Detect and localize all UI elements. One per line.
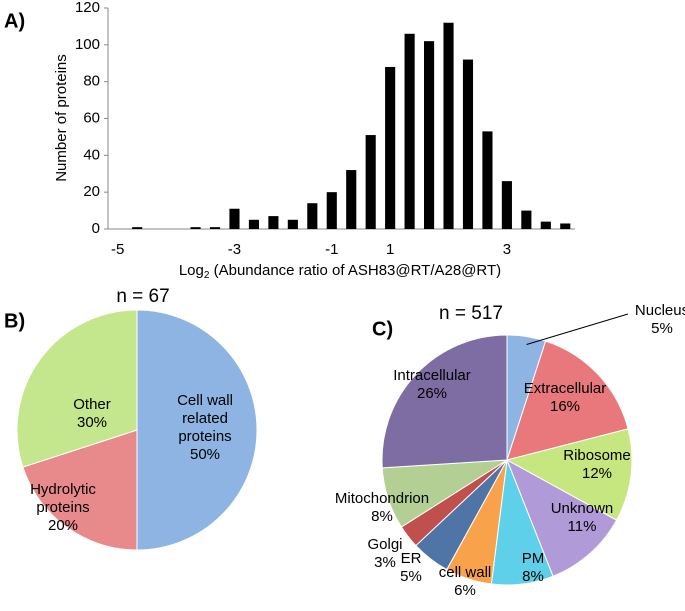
y-tick-label: 0	[92, 220, 100, 237]
bar	[287, 219, 298, 229]
slice-value-label: 20%	[48, 517, 78, 534]
pie-slice	[136, 309, 258, 551]
x-label-part: (Abundance ratio of ASH83@RT/A28@RT)	[209, 262, 501, 279]
bar	[229, 208, 240, 229]
bar	[190, 227, 201, 229]
bar	[424, 41, 435, 230]
panel-label: C)	[372, 318, 393, 340]
pie-slice	[505, 428, 633, 521]
pie-slice	[506, 458, 618, 577]
bar	[346, 170, 357, 229]
bar	[326, 192, 337, 229]
y-tick-label: 60	[83, 109, 100, 126]
x-label-part: Log	[179, 262, 204, 279]
slice-label-line: cell wall	[439, 564, 492, 581]
bar	[501, 181, 512, 229]
x-label-sub: 2	[204, 270, 210, 281]
bar	[443, 22, 454, 229]
bar	[365, 135, 376, 229]
slice-label: Other	[73, 396, 111, 413]
slice-value-label: 12%	[582, 465, 612, 482]
y-axis-label: Number of proteins	[53, 54, 70, 182]
slice-label: Unknown	[551, 500, 614, 517]
pie-slice	[381, 334, 508, 469]
slice-label: Mitochondrion	[335, 490, 429, 507]
slice-label-line: Hydrolytic	[30, 481, 96, 498]
slice-label: PM	[522, 550, 545, 567]
slice-label: Intracellular	[393, 367, 471, 384]
slice-value-label: 5%	[651, 320, 673, 337]
slice-label-line: Golgi	[367, 536, 402, 553]
slice-label-line: Ribosome	[563, 447, 631, 464]
slice-value-label: 11%	[568, 518, 597, 535]
y-tick-label: 120	[75, 0, 100, 16]
slice-value-label: 8%	[371, 508, 393, 525]
slice-label-line: Nucleus	[635, 302, 685, 319]
bar	[385, 66, 396, 229]
slice-value-label: 30%	[77, 414, 107, 431]
bar	[248, 219, 259, 229]
slice-label: Cell wall related proteins	[177, 392, 233, 445]
panel-label: A)	[4, 10, 25, 32]
leader-line	[526, 313, 629, 346]
x-tick-label: -3	[228, 241, 241, 258]
slice-label-line: Mitochondrion	[335, 490, 429, 507]
slice-label: Extracellular	[524, 380, 607, 397]
slice-value-label: 50%	[190, 446, 220, 463]
slice-label-line: PM	[522, 550, 545, 567]
x-tick-label: -5	[111, 241, 124, 258]
bar	[404, 33, 415, 230]
slice-label-line: Extracellular	[524, 380, 607, 397]
slice-label-line: proteins	[36, 499, 89, 516]
slice-label: Hydrolytic proteins	[30, 481, 96, 516]
x-tick-label: 1	[386, 241, 394, 258]
slice-label-line: Intracellular	[393, 367, 471, 384]
slice-label-line: ER	[401, 550, 422, 567]
slice-label: Nucleus	[635, 302, 685, 319]
y-tick-label: 40	[83, 146, 100, 163]
slice-label-line: related	[182, 410, 228, 427]
slice-value-label: 5%	[400, 568, 422, 585]
bar	[540, 221, 551, 229]
pie-title: n = 67	[116, 286, 169, 307]
bar	[307, 203, 318, 229]
y-tick-label: 80	[83, 73, 100, 90]
bar	[521, 210, 532, 229]
slice-value-label: 26%	[417, 385, 447, 402]
slice-label: Ribosome	[563, 447, 631, 464]
bar	[560, 223, 571, 229]
slice-value-label: 3%	[374, 554, 396, 571]
panel-label: B)	[4, 310, 25, 332]
bar	[482, 131, 493, 229]
x-axis-label: Log2 (Abundance ratio of ASH83@RT/A28@RT…	[179, 262, 501, 281]
y-tick-label: 100	[75, 36, 100, 53]
slice-value-label: 6%	[454, 582, 476, 599]
slice-label: Golgi	[367, 536, 402, 553]
slice-label-line: Unknown	[551, 500, 614, 517]
slice-label-line: proteins	[178, 428, 231, 445]
x-tick-label: 3	[503, 241, 511, 258]
bar	[132, 227, 143, 229]
slice-label-line: Other	[73, 396, 111, 413]
pie-title: n = 517	[439, 303, 503, 324]
bar	[268, 216, 279, 229]
slice-value-label: 8%	[522, 568, 544, 585]
x-tick-label: -1	[325, 241, 338, 258]
slice-label: cell wall	[439, 564, 492, 581]
slice-value-label: 16%	[550, 398, 580, 415]
bar	[462, 59, 474, 229]
slice-label-line: Cell wall	[177, 392, 233, 409]
pie-slice	[506, 340, 629, 461]
pie-slice	[16, 309, 138, 468]
pie-slice	[22, 429, 138, 551]
slice-label: ER	[401, 550, 422, 567]
y-tick-label: 20	[83, 183, 100, 200]
bar	[209, 227, 221, 229]
